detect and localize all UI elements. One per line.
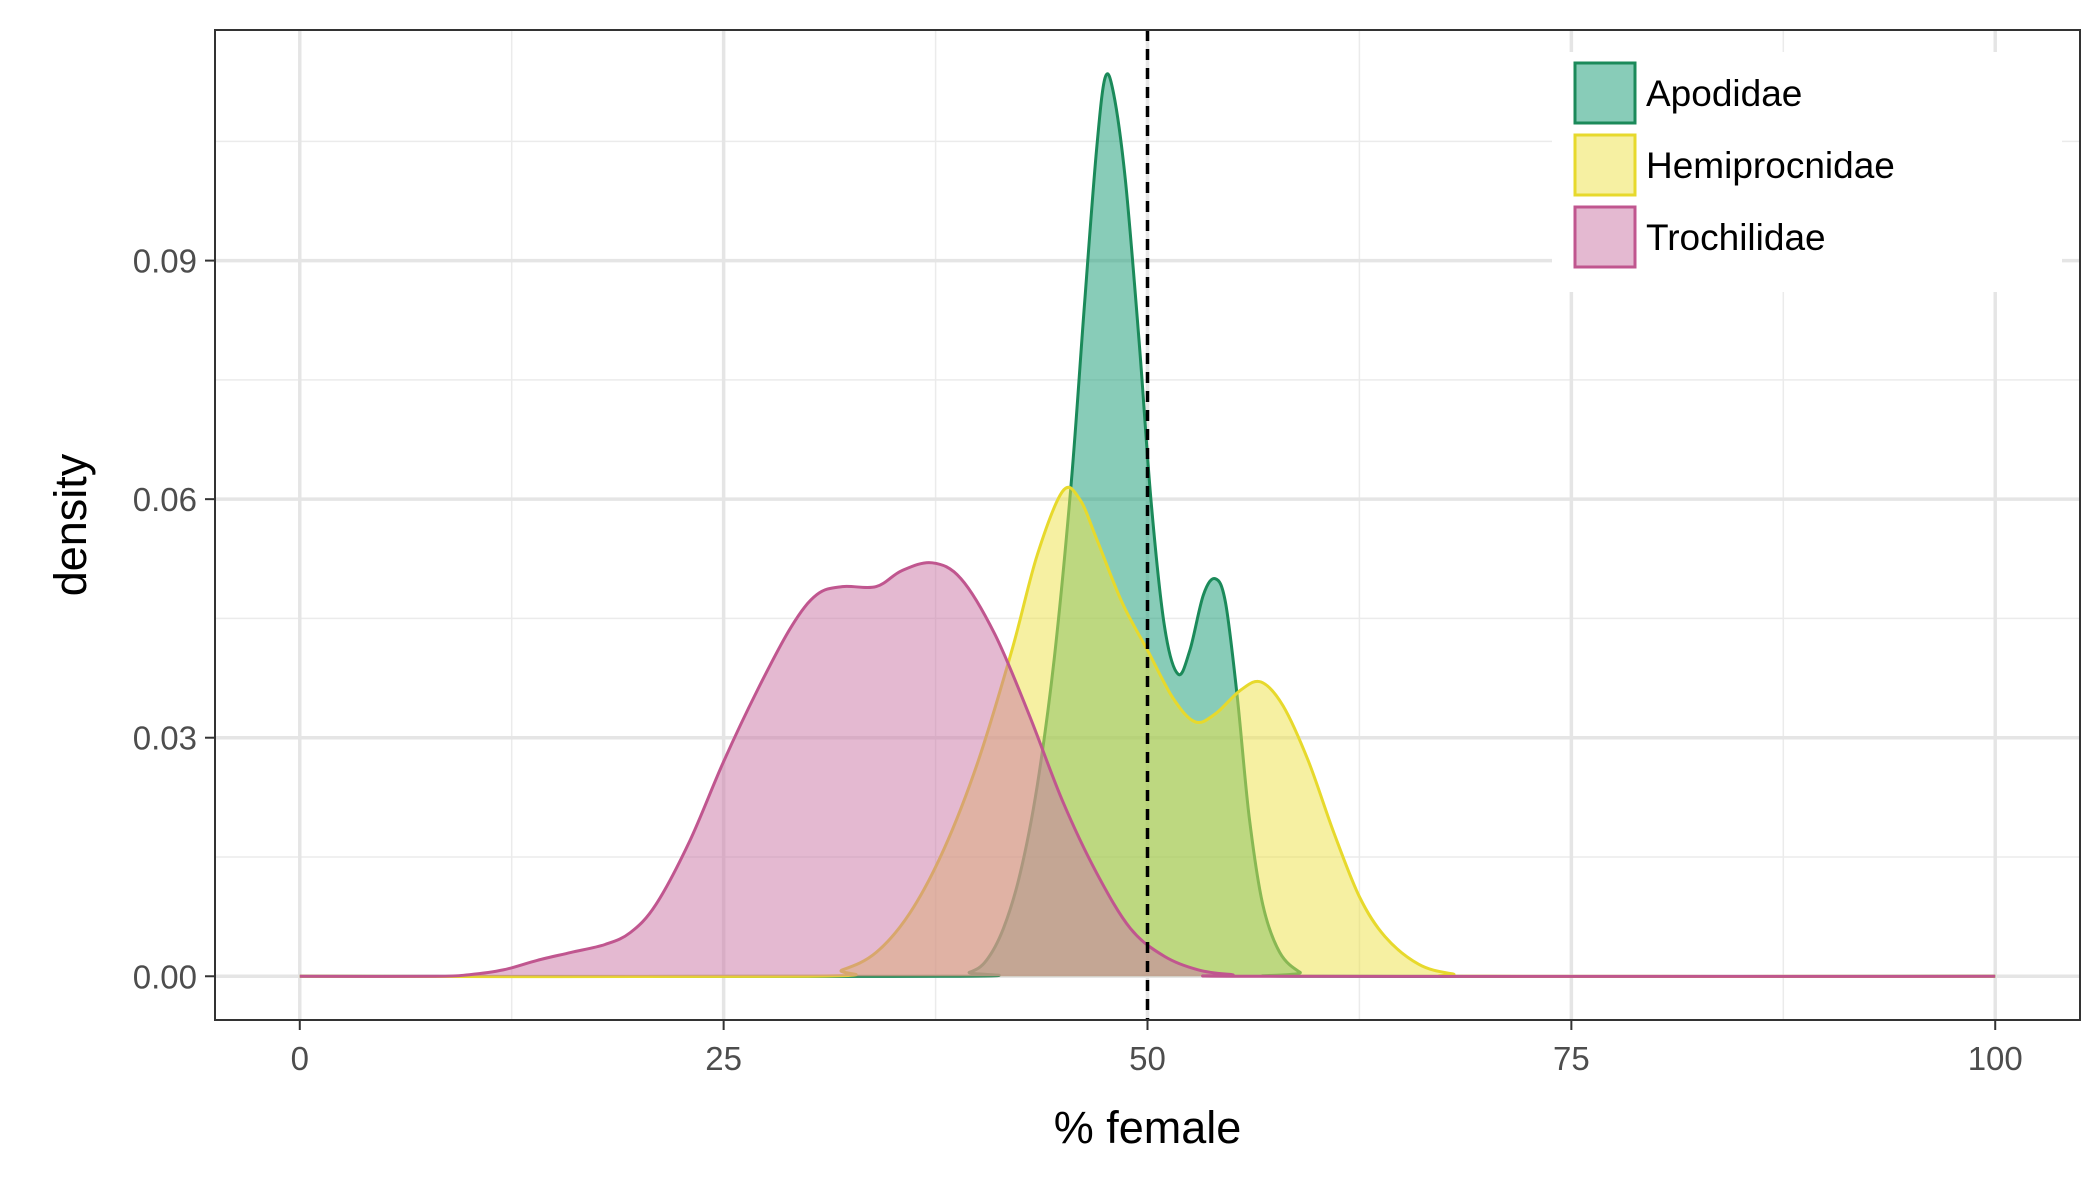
legend-background [1552,52,2062,292]
legend-key-trochilidae [1573,205,1637,269]
y-tick-label: 0.03 [133,720,197,757]
legend-label-trochilidae: Trochilidae [1646,217,1826,258]
density-area-hemiprocnidae [299,487,1996,977]
y-axis: 0.00 0.03 0.06 0.09 [133,243,215,995]
x-tick-label: 0 [291,1040,309,1077]
density-area-trochilidae [299,562,1996,977]
legend-label-apodidae: Apodidae [1646,73,1802,114]
legend-key-hemiprocnidae [1573,133,1637,197]
x-tick-label: 75 [1553,1040,1590,1077]
y-axis-title: density [45,453,96,596]
x-axis: 0 25 50 75 100 [291,1020,2023,1077]
y-tick-label: 0.00 [133,958,197,995]
legend: Apodidae Hemiprocnidae Trochilidae [1552,52,2062,292]
legend-key-apodidae [1573,61,1637,125]
y-tick-label: 0.09 [133,243,197,280]
x-tick-label: 25 [705,1040,742,1077]
density-line-trochilidae [299,561,1996,978]
y-tick-label: 0.06 [133,481,197,518]
x-axis-title: % female [1054,1102,1242,1153]
x-tick-label: 50 [1129,1040,1166,1077]
legend-label-hemiprocnidae: Hemiprocnidae [1646,145,1895,186]
x-tick-label: 100 [1968,1040,2023,1077]
